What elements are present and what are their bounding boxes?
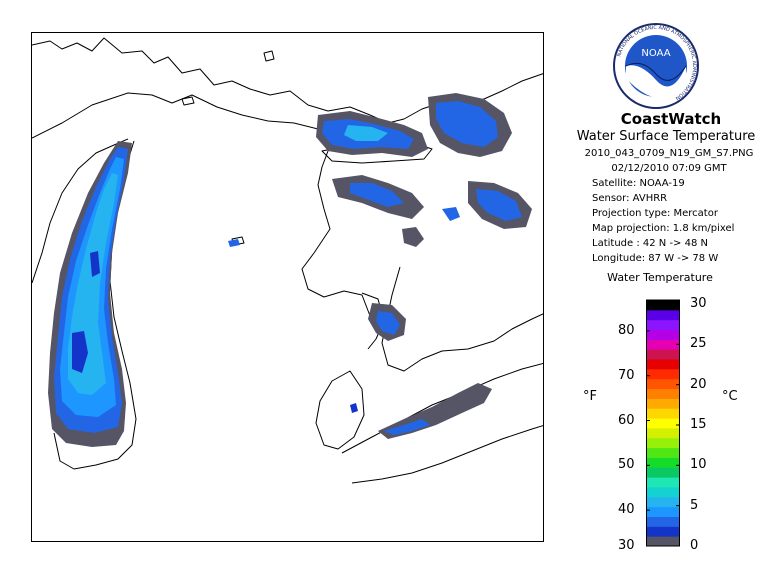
colorbar-segment — [646, 506, 680, 517]
colorbar-segment — [646, 477, 680, 488]
colorbar-segment — [646, 467, 680, 478]
inland-water — [228, 239, 240, 247]
fahrenheit-tick-label: 80 — [618, 322, 635, 338]
colorbar-segment — [646, 496, 680, 508]
fahrenheit-tick-label: 40 — [618, 502, 635, 518]
coastline-wisconsin — [32, 138, 129, 284]
colorbar-segment — [646, 388, 680, 399]
celsius-tick-label: 10 — [690, 457, 707, 473]
coastline-bruce — [381, 266, 543, 372]
island-2 — [263, 50, 275, 62]
colorbar-segment — [646, 398, 680, 409]
fahrenheit-tick-label: 60 — [618, 412, 635, 428]
colorbar-segment — [646, 309, 680, 321]
colorbar-segment — [646, 486, 680, 498]
unit-fahrenheit: °F — [583, 389, 597, 404]
celsius-tick-label: 20 — [690, 376, 707, 392]
colorbar-segment — [646, 319, 680, 331]
colorbar-segment — [646, 447, 680, 458]
map-panel — [31, 32, 544, 542]
colorbar-outline — [646, 299, 680, 547]
lake-huron-sst — [316, 93, 532, 341]
filename-text: 2010_043_0709_N19_GM_S7.PNG — [584, 148, 754, 159]
product-subtitle: Water Surface Temperature — [576, 129, 756, 144]
colorbar-segment — [646, 378, 680, 390]
datetime-text: 02/12/2010 07:09 GMT — [611, 163, 727, 174]
temperature-colorbar — [646, 299, 680, 547]
fahrenheit-tick-label: 50 — [618, 457, 635, 473]
colorbar-segment — [646, 359, 680, 370]
projection-type-text: Projection type: Mercator — [592, 208, 718, 219]
colorbar-segment — [646, 329, 680, 340]
lake-erie-sst — [350, 383, 492, 439]
colorbar-segment — [646, 408, 680, 419]
sst-map — [32, 37, 543, 484]
colorbar-segment — [646, 516, 680, 527]
island-3 — [181, 96, 195, 106]
colorbar-segment — [646, 427, 680, 439]
celsius-tick-label: 30 — [690, 296, 707, 311]
fahrenheit-tick-label: 30 — [618, 538, 635, 553]
coastline-thumb — [315, 370, 365, 450]
celsius-tick-label: 25 — [690, 336, 707, 352]
lake-michigan-sst — [48, 141, 132, 447]
colorbar-segment — [646, 418, 680, 429]
coastline-erie-south — [351, 425, 543, 484]
celsius-tick-label: 0 — [690, 538, 699, 553]
sensor-text: Sensor: AVHRR — [592, 193, 668, 204]
celsius-tick-label: 15 — [690, 417, 707, 432]
fahrenheit-tick-label: 70 — [618, 367, 635, 383]
colorbar-segment — [646, 457, 680, 468]
colorbar-segment — [646, 526, 680, 537]
colorbar-segment — [646, 437, 680, 449]
map-projection-text: Map projection: 1.8 km/pixel — [592, 223, 735, 234]
longitude-text: Longitude: 87 W -> 78 W — [592, 253, 719, 264]
noaa-logo-icon: NOAA NATIONAL OCEANIC AND ATMOSPHERIC AD… — [613, 23, 699, 109]
satellite-text: Satellite: NOAA-19 — [592, 178, 685, 189]
image-metadata: 2010_043_0709_N19_GM_S7.PNG 02/12/2010 0… — [574, 146, 764, 266]
colorbar-segment — [646, 368, 680, 380]
colorbar-segment — [646, 536, 680, 547]
logo-text: NOAA — [641, 48, 670, 59]
unit-celsius: °C — [722, 389, 738, 404]
legend-title: Water Temperature — [607, 271, 713, 284]
latitude-text: Latitude : 42 N -> 48 N — [592, 238, 708, 249]
colorbar-segment — [646, 339, 680, 350]
celsius-tick-label: 5 — [690, 497, 699, 513]
colorbar-segment — [646, 300, 680, 311]
brand-title: CoastWatch — [620, 110, 722, 128]
colorbar-segment — [646, 349, 680, 360]
